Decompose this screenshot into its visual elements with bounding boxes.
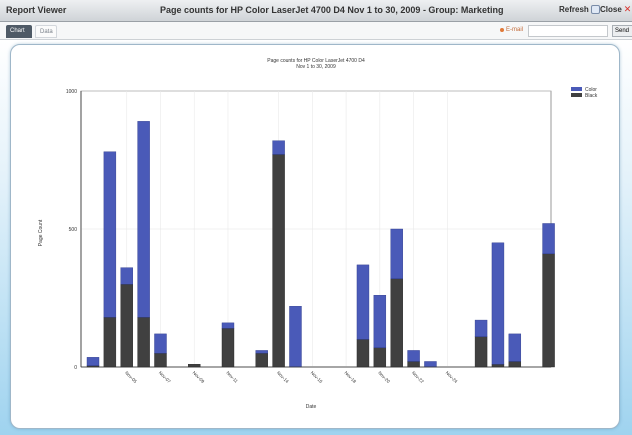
legend-swatch-color — [571, 87, 582, 91]
refresh-button[interactable]: Refresh — [559, 5, 600, 14]
email-label: E-mail — [506, 27, 524, 33]
bar-black-day-6 — [137, 317, 150, 368]
refresh-icon — [590, 5, 600, 14]
chart-subtitle: Nov 1 to 30, 2009 — [296, 64, 336, 70]
bar-color-day-4 — [103, 151, 117, 318]
x-tick-label: Nov-07 — [158, 370, 172, 384]
y-tick-label: 500 — [69, 227, 78, 233]
bar-color-day-6 — [137, 121, 150, 318]
bar-color-day-21 — [390, 228, 403, 279]
y-axis-label: Page Count — [38, 219, 44, 246]
x-tick-label: Nov-20 — [377, 370, 391, 384]
chart-panel: 0 500 1000 Nov-05 Nov-07 Nov-09 Nov-11 Nov-14 No… — [10, 44, 620, 429]
bar-black-day-27 — [491, 364, 505, 368]
send-button[interactable]: Send — [612, 25, 632, 37]
tab-chart[interactable]: Chart — [6, 25, 32, 38]
bar-color-day-28 — [508, 333, 522, 362]
bar-black-day-26 — [474, 336, 488, 368]
bar-black-day-21 — [390, 278, 403, 368]
window-titlebar: Report Viewer Page counts for HP Color L… — [0, 0, 632, 22]
close-button[interactable]: Close ✕ — [600, 4, 632, 15]
x-tick-label: Nov-09 — [192, 370, 206, 384]
bar-color-day-14 — [272, 140, 285, 155]
bar-black-day-5 — [120, 283, 133, 368]
bar-black-day-19 — [356, 339, 370, 368]
window-title: Page counts for HP Color LaserJet 4700 D… — [160, 5, 504, 15]
x-axis-label: Date — [306, 404, 317, 410]
bar-color-day-27 — [491, 242, 505, 365]
bar-color-day-15 — [289, 306, 302, 368]
refresh-label: Refresh — [559, 5, 589, 14]
bar-color-day-20 — [373, 295, 387, 348]
y-tick-label: 1000 — [66, 89, 77, 95]
x-tick-label: Nov-22 — [411, 370, 425, 384]
bar-black-day-7 — [154, 353, 167, 368]
bar-black-day-9 — [188, 364, 201, 368]
view-toolbar: Chart Data E-mail Send — [0, 22, 632, 40]
email-link[interactable]: E-mail — [500, 27, 523, 33]
bar-black-day-4 — [103, 317, 117, 368]
bar-black-day-11 — [221, 328, 235, 368]
grid-layer — [80, 90, 552, 368]
bar-color-day-30 — [542, 223, 555, 255]
bar-color-day-23 — [424, 361, 437, 368]
legend-label-black: Black — [585, 93, 598, 99]
x-tick-label: Nov-18 — [343, 370, 357, 384]
bar-color-day-26 — [474, 319, 488, 337]
bar-color-day-5 — [120, 267, 133, 285]
legend-swatch-black — [571, 93, 582, 97]
x-tick-label: Nov-14 — [276, 370, 290, 384]
chart-legend: Color Black — [571, 87, 598, 99]
page-count-chart: 0 500 1000 Nov-05 Nov-07 Nov-09 Nov-11 Nov-14 No… — [38, 58, 598, 410]
close-icon: ✕ — [623, 4, 632, 14]
tab-data[interactable]: Data — [35, 25, 57, 38]
bar-black-day-30 — [542, 253, 555, 368]
x-tick-label: Nov-24 — [445, 370, 459, 384]
bars-layer — [86, 121, 555, 368]
bar-color-day-11 — [221, 322, 235, 329]
email-icon — [500, 28, 504, 32]
bar-color-day-7 — [154, 333, 167, 354]
app-name: Report Viewer — [6, 5, 67, 15]
bar-black-day-28 — [508, 361, 522, 368]
bar-black-day-20 — [373, 347, 387, 368]
bar-color-day-3 — [86, 357, 100, 366]
x-tick-label: Nov-11 — [225, 370, 239, 384]
close-label: Close — [600, 5, 622, 14]
bar-color-day-13 — [255, 350, 268, 354]
x-tick-label: Nov-05 — [124, 370, 138, 384]
bar-black-day-14 — [272, 154, 285, 368]
bar-color-day-22 — [407, 350, 420, 362]
y-tick-label: 0 — [74, 365, 77, 371]
bar-black-day-22 — [407, 361, 420, 368]
x-tick-label: Nov-16 — [310, 370, 324, 384]
bar-black-day-13 — [255, 353, 268, 368]
email-input[interactable] — [528, 25, 608, 37]
chart-title: Page counts for HP Color LaserJet 4700 D… — [267, 58, 365, 64]
bar-color-day-19 — [356, 264, 370, 340]
legend-label-color: Color — [585, 87, 597, 93]
